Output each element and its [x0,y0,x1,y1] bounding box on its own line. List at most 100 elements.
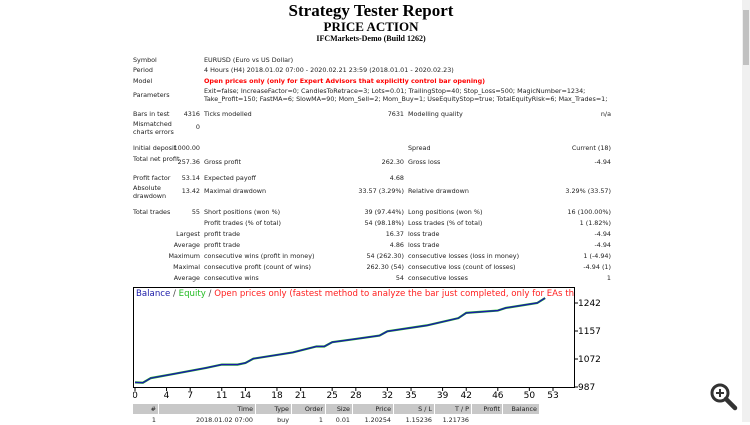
stat-value: 13.42 [181,187,200,195]
table-cell [503,415,539,425]
column-header-#[interactable]: # [133,404,158,414]
stats-row: Total net profit 257.36 Gross profit 262.30… [133,155,611,167]
stat-label: profit trade [204,230,241,238]
stats-row: Maximum consecutive wins (profit in money… [133,252,612,264]
stat-label: Short positions (won %) [204,208,281,216]
info-label: Parameters [133,91,170,99]
stat-label: Maximal drawdown [204,187,267,195]
y-tick-label: 1157 [578,327,601,337]
x-tick-label: 11 [216,391,227,398]
y-tick-label: 1242 [578,299,601,309]
column-header-type[interactable]: Type [256,404,291,414]
stat-value: 7631 [387,110,404,118]
column-header-sl[interactable]: S / L [394,404,434,414]
stat-value: -4.94 [594,158,611,166]
report-title: Strategy Tester Report [288,1,454,20]
stat-value: 4.68 [389,174,404,182]
stat-value: 4.86 [389,241,404,249]
column-header-tp[interactable]: T / P [435,404,471,414]
chart-legend: Balance / Equity / Open prices only (fas… [136,289,611,299]
x-tick-label: 32 [382,391,393,398]
stat-label: loss trade [408,241,440,249]
stat-value: 1 (1.82%) [579,219,611,227]
stat-label: consecutive wins [204,274,259,282]
legend-separator: / [170,289,178,299]
table-cell: 1.20254 [364,416,391,424]
column-header-time[interactable]: Time [159,404,255,414]
legend-separator: / [206,289,214,299]
stat-value: 4316 [183,110,200,118]
stat-label: consecutive losses (loss in money) [408,252,520,260]
stat-label: Ticks modelled [204,110,252,118]
table-cell: 2018.01.02 07:00 [195,416,253,424]
column-header-balance[interactable]: Balance [503,404,539,414]
stat-value: -4.94 (1) [583,263,611,271]
info-value: Exit=false; IncreaseFactor=0; CandlesToR… [204,87,608,103]
stat-label: loss trade [408,230,440,238]
stat-label: Absolute drawdown [133,184,167,200]
stat-label: Total trades [133,208,171,216]
stats-row: Bars in test 4316 Ticks modelled 7631 Modell… [133,110,611,122]
table-cell: 1 [151,416,156,424]
column-header-profit[interactable]: Profit [472,404,502,414]
stat-value: 3.29% (33.57) [565,187,611,195]
stat-value: 0 [195,123,200,131]
stats-row: Mismatched charts errors 0 [133,120,611,135]
info-label: Period [133,66,153,74]
column-header-price[interactable]: Price [353,404,393,414]
stats-row: Average consecutive wins 54 consecutive los… [133,274,611,286]
column-header-size[interactable]: Size [326,404,352,414]
stat-label: consecutive loss (count of losses) [408,263,516,271]
stats-row: Total trades 55 Short positions (won %) 39 … [133,208,611,220]
stat-label: Profit factor [133,174,171,182]
x-tick-label: 4 [164,391,170,398]
stat-value: 1 [606,274,611,282]
stats-row: Average profit trade 4.86 loss trade -4.94 [133,241,611,253]
stat-value: 54 (262.30) [366,252,404,260]
stat-value: 39 (97.44%) [364,208,404,216]
table-cell: 1 [318,416,323,424]
x-tick-label: 28 [350,391,362,398]
stat-value: 54 (98.18%) [364,219,404,227]
stat-label: consecutive wins (profit in money) [204,252,315,260]
scrollbar-thumb[interactable] [743,10,749,65]
table-cell: buy [277,416,289,424]
magnifier-zoom-icon[interactable] [708,381,738,411]
info-value: Open prices only (only for Expert Adviso… [204,77,486,85]
stat-value: 53.14 [181,174,200,182]
stats-row: Maximal consecutive profit (count of wins… [133,263,611,275]
x-tick-label: 21 [295,391,306,398]
table-cell: 1.15236 [405,416,432,424]
legend-clip [574,287,611,299]
info-value: EURUSD (Euro vs US Dollar) [204,56,294,64]
stat-label: consecutive losses [408,274,468,282]
stat-value: 16 (100.00%) [567,208,611,216]
stat-label: Mismatched charts errors [133,120,174,136]
stat-label: Gross loss [408,158,441,166]
stat-label: Bars in test [133,110,170,118]
stats-row: Absolute drawdown 13.42 Maximal drawdown 33… [133,184,611,199]
scrollbar[interactable] [742,0,750,422]
y-tick-label: 987 [578,383,595,393]
stat-label: Total net profit [133,155,180,163]
stat-value: 257.36 [177,158,200,166]
stat-value: 1 (-4.94) [583,252,611,260]
stat-value: Current (18) [571,144,611,152]
x-tick-label: 50 [524,391,536,398]
column-header-order[interactable]: Order [292,404,325,414]
stat-value: Average [173,241,200,249]
table-cell: 1.21736 [442,416,469,424]
server-build: IFCMarkets-Demo (Build 1262) [316,34,426,43]
stat-label: Expected payoff [204,174,256,182]
plot-area [133,287,575,388]
stat-label: Profit trades (% of total) [204,219,281,227]
stat-value: 16.37 [385,230,404,238]
stats-row: Profit trades (% of total) 54 (98.18%) Los… [133,219,611,231]
y-tick-label: 1072 [578,355,601,365]
stats-row: Largest profit trade 16.37 loss trade -4.94 [133,230,611,242]
legend-equity: Equity [179,289,206,299]
stat-label: Spread [408,144,431,152]
stat-label: Initial deposit [133,144,177,152]
stats-row: Initial deposit 1000.00 Spread Current (18) [133,144,611,156]
